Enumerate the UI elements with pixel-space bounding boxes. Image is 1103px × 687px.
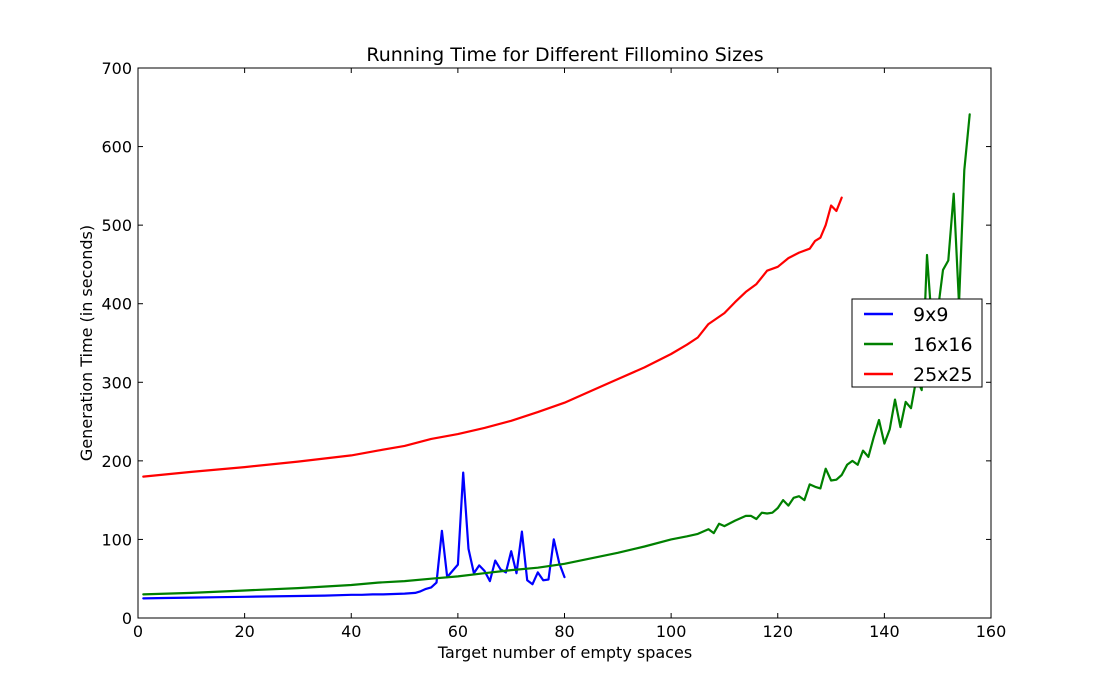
x-tick-label: 160 (976, 622, 1007, 641)
y-axis-ticks: 0 100 200 300 400 500 600 700 (101, 59, 991, 628)
x-tick-label: 120 (762, 622, 793, 641)
series-layer (142, 113, 971, 600)
x-tick-label: 60 (448, 622, 468, 641)
legend-label-9x9: 9x9 (913, 304, 948, 326)
y-tick-label: 500 (101, 216, 132, 235)
series-line-9x9 (142, 471, 566, 600)
y-tick-label: 0 (122, 609, 132, 628)
y-tick-label: 400 (101, 295, 132, 314)
y-tick-label: 300 (101, 373, 132, 392)
x-axis-ticks: 0 20 40 60 80 100 120 140 160 (133, 68, 1006, 641)
x-axis-title: Target number of empty spaces (437, 643, 692, 662)
legend-label-16x16: 16x16 (913, 334, 973, 356)
x-tick-label: 100 (656, 622, 687, 641)
y-axis-title: Generation Time (in seconds) (77, 225, 96, 461)
x-tick-label: 40 (341, 622, 361, 641)
x-tick-label: 80 (554, 622, 574, 641)
legend-label-25x25: 25x25 (913, 364, 973, 386)
chart-title: Running Time for Different Fillomino Siz… (366, 44, 763, 66)
y-tick-label: 100 (101, 530, 132, 549)
series-line-25x25 (142, 196, 843, 478)
y-tick-label: 200 (101, 452, 132, 471)
legend: 9x9 16x16 25x25 (851, 298, 983, 388)
x-tick-label: 0 (133, 622, 143, 641)
y-tick-label: 600 (101, 138, 132, 157)
y-tick-label: 700 (101, 59, 132, 78)
x-tick-label: 140 (869, 622, 900, 641)
series-line-16x16 (142, 113, 971, 596)
x-tick-label: 20 (234, 622, 254, 641)
